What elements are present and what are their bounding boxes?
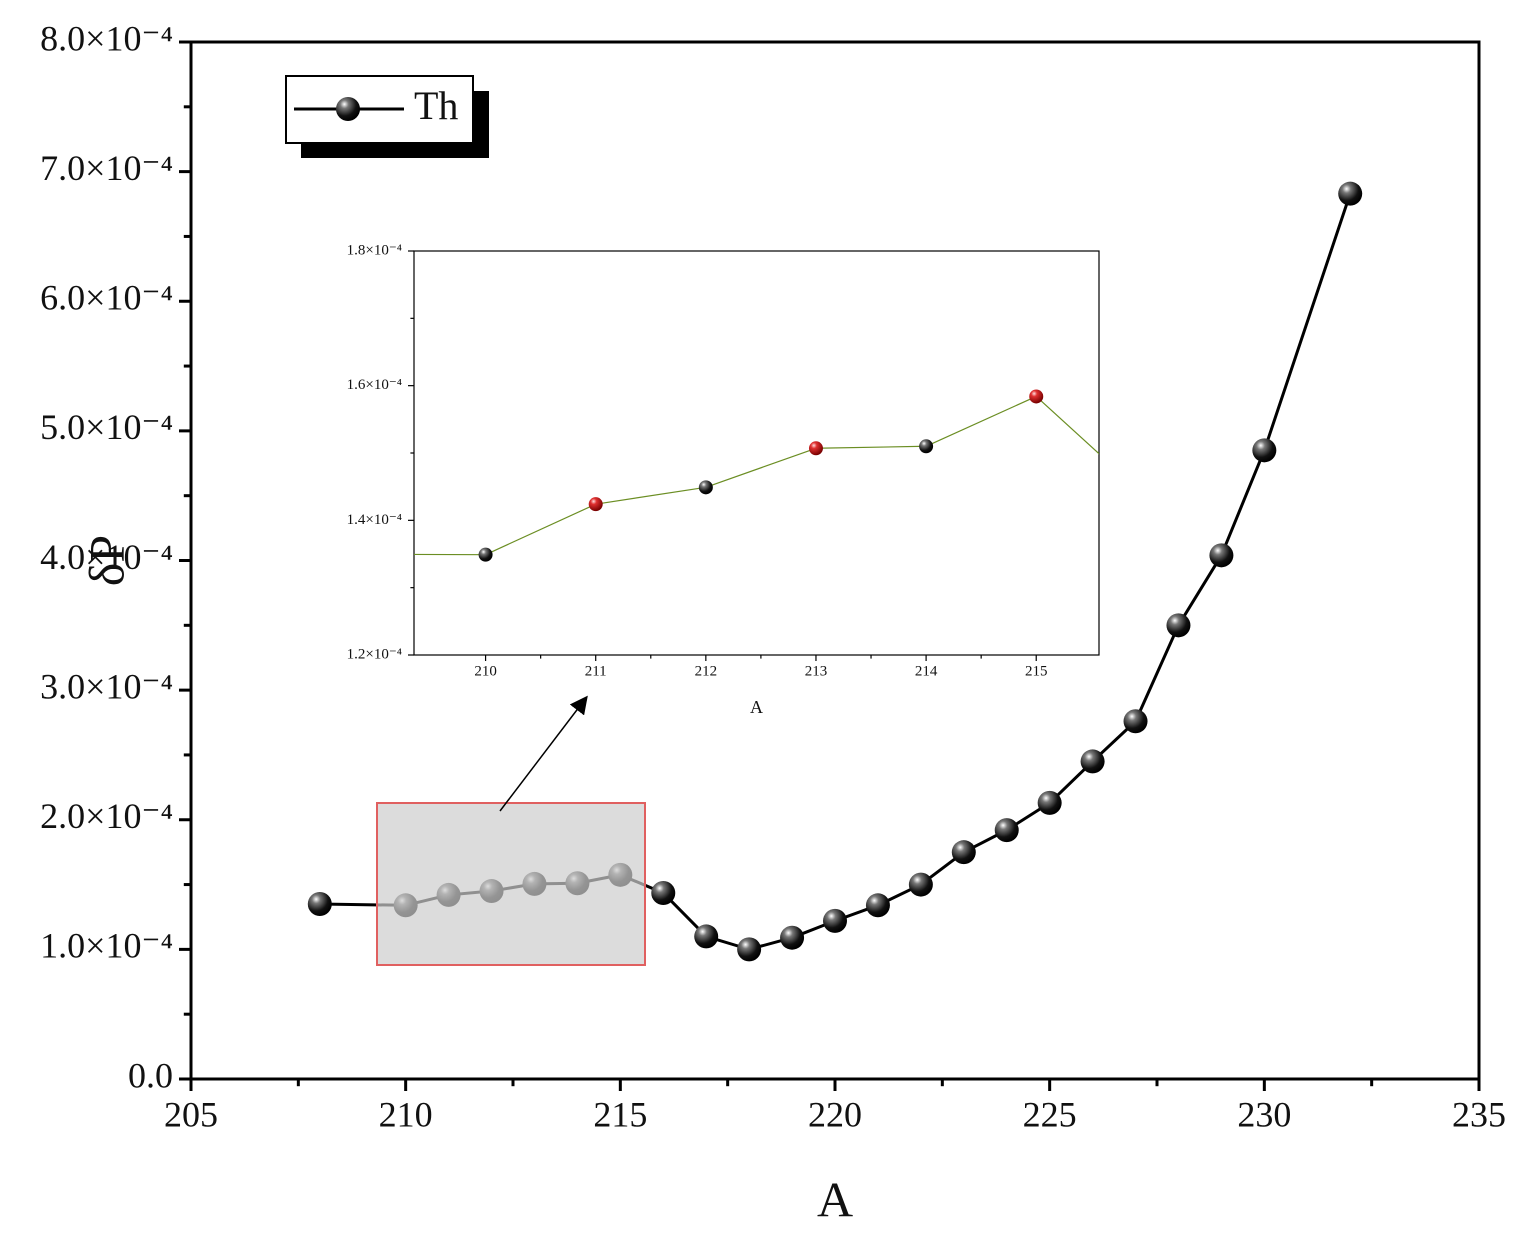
legend-marker: [336, 97, 360, 121]
x-tick-label: 225: [1023, 1094, 1077, 1134]
x-tick-label: 230: [1237, 1094, 1291, 1134]
x-axis-label: A: [750, 697, 763, 717]
legend-label: Th: [414, 83, 458, 128]
y-axis-label: δP: [78, 535, 134, 586]
x-tick-label: 220: [808, 1094, 862, 1134]
zoom-arrow: [499, 695, 588, 812]
data-point: [1252, 438, 1277, 463]
x-tick-label: 214: [915, 664, 938, 680]
data-point: [808, 441, 823, 456]
y-tick-label: 8.0×10⁻⁴: [40, 18, 173, 58]
x-tick-label: 212: [695, 664, 718, 680]
y-tick-label: 1.8×10⁻⁴: [347, 242, 402, 258]
legend: Th: [285, 75, 489, 158]
data-point: [651, 880, 676, 905]
x-tick-label: 213: [805, 664, 828, 680]
y-tick-label: 6.0×10⁻⁴: [40, 278, 173, 318]
data-point: [1123, 709, 1148, 734]
data-point: [1338, 181, 1363, 206]
y-tick-label: 1.4×10⁻⁴: [347, 512, 402, 528]
data-point: [478, 547, 493, 562]
data-point: [1080, 749, 1105, 774]
data-point: [1166, 613, 1191, 638]
data-point: [951, 840, 976, 865]
y-tick-label: 3.0×10⁻⁴: [40, 666, 173, 706]
x-tick-label: 205: [164, 1094, 218, 1134]
x-tick-label: 215: [1025, 664, 1048, 680]
x-tick-label: 210: [379, 1094, 433, 1134]
y-tick-label: 0.0: [128, 1055, 173, 1095]
y-tick-label: 7.0×10⁻⁴: [40, 148, 173, 188]
data-line: [414, 395, 1099, 556]
data-point: [694, 924, 719, 949]
data-point: [698, 480, 713, 495]
x-tick-label: 215: [593, 1094, 647, 1134]
x-tick-label: 210: [474, 664, 497, 680]
y-tick-label: 1.2×10⁻⁴: [347, 646, 402, 662]
x-tick-label: 211: [585, 664, 607, 680]
data-point: [865, 893, 890, 918]
y-tick-label: 2.0×10⁻⁴: [40, 796, 173, 836]
y-tick-label: 5.0×10⁻⁴: [40, 407, 173, 447]
data-point: [1029, 389, 1044, 404]
data-point: [588, 497, 603, 512]
x-axis-label: A: [817, 1171, 853, 1227]
plot-frame: [413, 250, 1100, 656]
data-point: [994, 818, 1019, 843]
data-point: [919, 439, 934, 454]
y-tick-label: 4.0×10⁻⁴: [40, 537, 173, 577]
inset-plot: 210 211 212 213 214 215 1.2×10⁻⁴ 1.4×10⁻⁴ 1.6×10…: [347, 242, 1100, 717]
x-tick-label: 235: [1452, 1094, 1506, 1134]
data-point: [737, 937, 762, 962]
data-point: [307, 892, 332, 917]
data-point: [1037, 790, 1062, 815]
data-point: [823, 908, 847, 933]
y-tick-label: 1.6×10⁻⁴: [347, 377, 402, 393]
zoom-region: [376, 802, 646, 966]
data-point: [908, 872, 933, 897]
data-point: [1209, 543, 1234, 568]
data-point: [780, 925, 805, 950]
y-tick-label: 1.0×10⁻⁴: [40, 926, 173, 966]
